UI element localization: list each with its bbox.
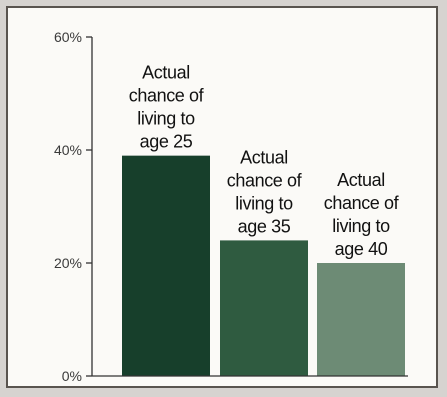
y-tick-label-0: 0% — [62, 368, 82, 384]
y-tick-label-60: 60% — [54, 29, 82, 45]
bar-label-3-line-3: living to — [332, 216, 390, 236]
y-tick-label-20: 20% — [54, 255, 82, 271]
bar-1 — [122, 155, 210, 376]
bar-label-2-line-4: age 35 — [238, 216, 291, 236]
bar-label-2-line-3: living to — [235, 193, 293, 213]
bar-label-1-line-1: Actual — [142, 63, 190, 83]
bar-label-1-line-4: age 25 — [140, 132, 193, 152]
bar-label-1-line-3: living to — [137, 109, 195, 129]
bar-label-1-line-2: chance of — [129, 86, 205, 106]
bar-3 — [317, 263, 405, 376]
bar-2 — [220, 240, 308, 376]
chart-panel: 0% 20% 40% 60% Actual chance of living to age 2… — [6, 6, 438, 388]
bar-label-3-line-1: Actual — [337, 170, 385, 190]
bar-chart: 0% 20% 40% 60% Actual chance of living to age 2… — [54, 29, 408, 384]
bar-label-3-line-2: chance of — [324, 193, 400, 213]
bar-label-2-line-2: chance of — [227, 170, 303, 190]
bar-label-2-line-1: Actual — [240, 147, 288, 167]
y-tick-label-40: 40% — [54, 142, 82, 158]
bar-label-3-line-4: age 40 — [335, 239, 388, 259]
